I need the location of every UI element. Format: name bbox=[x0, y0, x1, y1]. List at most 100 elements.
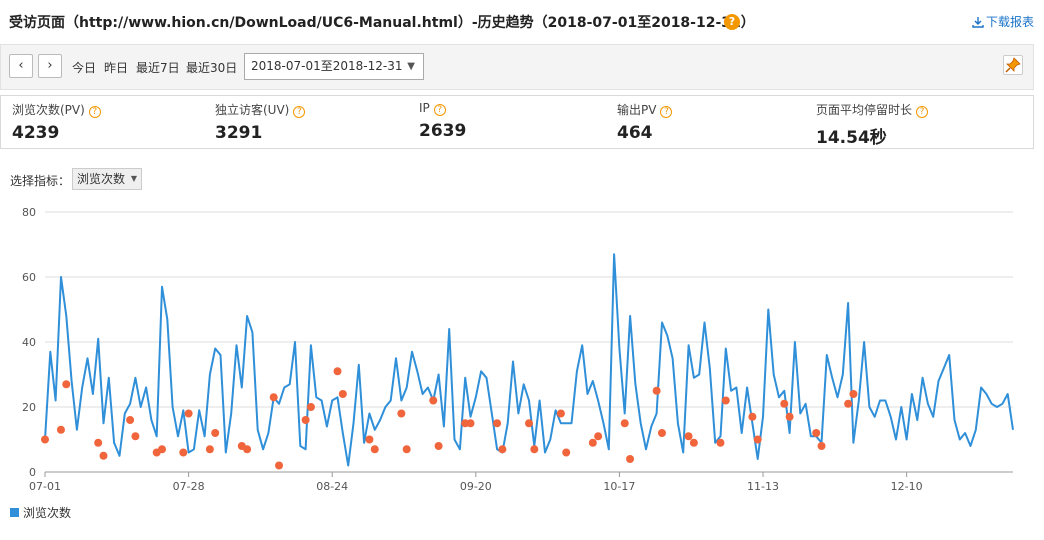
y-tick-label: 60 bbox=[22, 271, 36, 284]
data-point-marker bbox=[844, 399, 853, 408]
download-label: 下载报表 bbox=[985, 15, 1034, 29]
data-point-marker bbox=[99, 451, 108, 460]
trend-chart: 0 20 40 60 80 07-01 07-28 08-24 09-20 10-17 11-13 1… bbox=[22, 206, 1014, 493]
data-point-marker bbox=[652, 386, 661, 395]
data-point-marker bbox=[498, 445, 507, 454]
data-point-marker bbox=[126, 416, 135, 424]
help-icon[interactable]: ? bbox=[724, 14, 740, 30]
data-point-marker bbox=[275, 461, 284, 470]
data-point-marker bbox=[131, 432, 140, 441]
data-point-marker bbox=[748, 412, 757, 421]
data-point-marker bbox=[849, 390, 858, 398]
data-point-marker bbox=[397, 409, 406, 418]
stat-uv: 独立访客(UV)? 3291 bbox=[215, 101, 306, 143]
stat-output-pv-label: 输出PV bbox=[617, 103, 657, 117]
help-icon[interactable]: ? bbox=[293, 106, 306, 118]
data-point-marker bbox=[562, 448, 571, 457]
data-point-marker bbox=[179, 448, 188, 457]
stat-avg-time: 页面平均停留时长? 14.54秒 bbox=[816, 101, 929, 148]
chart-legend[interactable]: 浏览次数 bbox=[10, 504, 71, 521]
help-icon[interactable]: ? bbox=[916, 106, 929, 118]
quick-range-30days[interactable]: 最近30日 bbox=[186, 61, 238, 75]
quick-range-7days[interactable]: 最近7日 bbox=[136, 61, 180, 75]
data-point-marker bbox=[525, 419, 533, 428]
x-tick-label: 11-13 bbox=[747, 480, 779, 493]
data-point-marker bbox=[333, 367, 342, 376]
y-tick-label: 80 bbox=[22, 206, 36, 219]
data-point-marker bbox=[269, 393, 278, 402]
x-tick-label: 07-01 bbox=[29, 480, 61, 493]
data-point-marker bbox=[716, 438, 725, 447]
x-tick-label: 09-20 bbox=[460, 480, 492, 493]
summary-stats: 浏览次数(PV)? 4239 独立访客(UV)? 3291 IP? 2639 输… bbox=[0, 95, 1034, 149]
date-range-select[interactable]: 2018-07-01至2018-12-31 ▼ bbox=[244, 53, 424, 80]
help-icon[interactable]: ? bbox=[88, 106, 101, 118]
data-point-marker bbox=[402, 445, 411, 454]
date-range-value: 2018-07-01至2018-12-31 bbox=[251, 59, 403, 73]
data-point-marker bbox=[211, 429, 220, 437]
data-point-marker bbox=[785, 412, 794, 421]
data-point-marker bbox=[626, 455, 635, 463]
stat-uv-value: 3291 bbox=[215, 123, 263, 143]
data-point-marker bbox=[41, 435, 49, 444]
data-point-marker bbox=[56, 425, 65, 434]
quick-range-today[interactable]: 今日 bbox=[72, 61, 97, 75]
next-period-button[interactable]: › bbox=[38, 54, 62, 78]
toolbar: ‹ › 今日 昨日 最近7日 最近30日 2018-07-01至2018-12-… bbox=[0, 44, 1034, 90]
data-point-marker bbox=[205, 445, 214, 454]
x-tick-label: 08-24 bbox=[316, 480, 348, 493]
stat-ip: IP? 2639 bbox=[419, 101, 466, 141]
help-icon[interactable]: ? bbox=[433, 104, 446, 116]
quick-range-yesterday[interactable]: 昨日 bbox=[104, 61, 129, 75]
stat-uv-label: 独立访客(UV) bbox=[215, 103, 290, 117]
data-point-marker bbox=[530, 445, 539, 454]
data-point-marker bbox=[429, 396, 438, 405]
chevron-down-icon: ▼ bbox=[130, 174, 137, 183]
stat-output-pv-value: 464 bbox=[617, 123, 653, 143]
page-title: 受访页面（http://www.hion.cn/DownLoad/UC6-Man… bbox=[9, 15, 755, 31]
data-point-marker bbox=[306, 403, 315, 411]
stat-ip-value: 2639 bbox=[419, 121, 467, 141]
data-point-marker bbox=[62, 380, 71, 389]
data-point-marker bbox=[594, 432, 603, 441]
y-tick-label: 20 bbox=[22, 401, 36, 414]
data-point-marker bbox=[466, 419, 475, 428]
title-bar: 受访页面（http://www.hion.cn/DownLoad/UC6-Man… bbox=[0, 0, 1044, 44]
data-point-marker bbox=[434, 442, 443, 450]
download-icon bbox=[972, 17, 984, 28]
data-point-marker bbox=[620, 419, 629, 428]
data-point-marker bbox=[657, 429, 666, 437]
pin-icon bbox=[1005, 57, 1021, 73]
data-point-marker bbox=[338, 390, 347, 398]
legend-swatch bbox=[10, 508, 19, 517]
metric-select[interactable]: 浏览次数 ▼ bbox=[72, 168, 142, 190]
data-point-marker bbox=[158, 445, 167, 454]
prev-period-button[interactable]: ‹ bbox=[9, 54, 33, 78]
metric-selector-label: 选择指标： bbox=[10, 174, 71, 188]
data-point-marker bbox=[780, 399, 789, 408]
data-point-marker bbox=[812, 429, 821, 437]
data-point-marker bbox=[684, 432, 693, 441]
metric-select-value: 浏览次数 bbox=[77, 172, 126, 186]
legend-label: 浏览次数 bbox=[23, 506, 72, 520]
download-report-link[interactable]: 下载报表 bbox=[972, 13, 1034, 30]
data-point-marker bbox=[588, 438, 597, 447]
data-point-marker bbox=[365, 435, 374, 444]
x-tick-label: 12-10 bbox=[891, 480, 923, 493]
data-point-marker bbox=[493, 419, 502, 428]
stat-pv-label: 浏览次数(PV) bbox=[12, 103, 85, 117]
data-point-marker bbox=[556, 409, 565, 418]
data-point-marker bbox=[817, 442, 826, 450]
series-line bbox=[44, 253, 1014, 467]
help-icon[interactable]: ? bbox=[660, 106, 673, 118]
data-point-marker bbox=[721, 396, 730, 405]
data-point-marker bbox=[94, 438, 103, 447]
data-point-marker bbox=[301, 416, 310, 424]
pin-button[interactable] bbox=[1003, 55, 1023, 75]
stat-pv-value: 4239 bbox=[12, 123, 60, 143]
stat-avg-time-label: 页面平均停留时长 bbox=[816, 103, 913, 117]
data-point-marker bbox=[689, 438, 698, 447]
x-tick-label: 10-17 bbox=[603, 480, 635, 493]
stat-pv: 浏览次数(PV)? 4239 bbox=[12, 101, 101, 143]
stat-output-pv: 输出PV? 464 bbox=[617, 101, 673, 143]
